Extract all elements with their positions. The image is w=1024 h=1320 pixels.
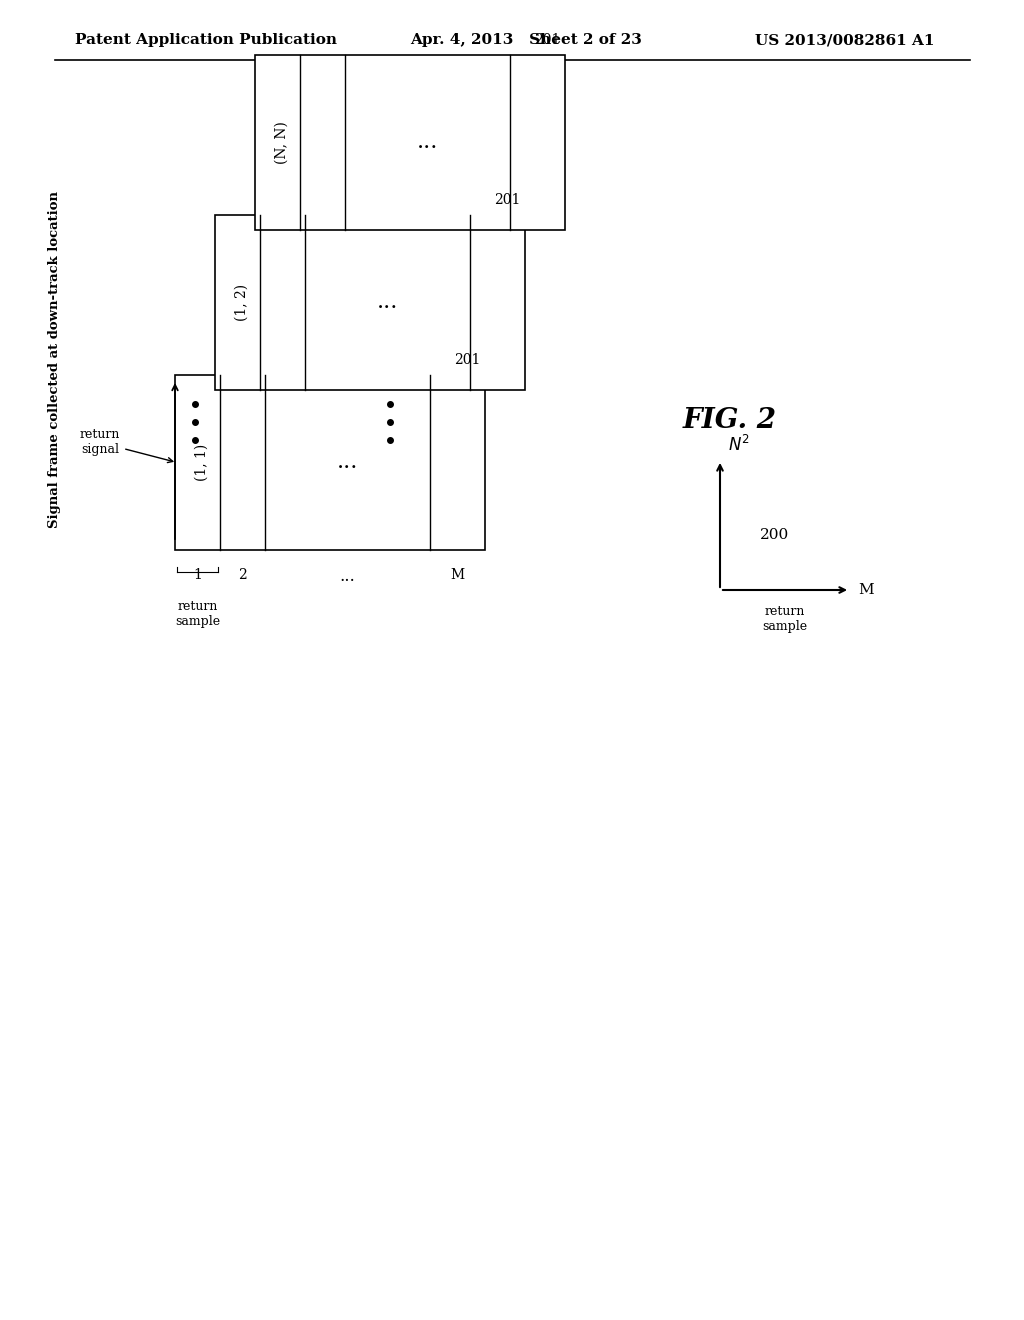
Text: ...: ... [340,568,355,585]
Text: US 2013/0082861 A1: US 2013/0082861 A1 [755,33,935,48]
Text: $N^2$: $N^2$ [728,434,750,455]
Bar [255,55,565,230]
Text: M: M [451,568,465,582]
Text: 201: 201 [494,193,520,207]
Text: return
sample: return sample [763,605,808,634]
Text: M: M [858,583,873,597]
Bar [175,375,485,550]
Text: (1, 2): (1, 2) [234,284,249,321]
Text: FIG. 2: FIG. 2 [683,407,777,433]
Text: Patent Application Publication: Patent Application Publication [75,33,337,48]
Text: ...: ... [337,451,358,474]
Text: Apr. 4, 2013   Sheet 2 of 23: Apr. 4, 2013 Sheet 2 of 23 [410,33,642,48]
Bar [215,215,525,389]
Text: 200: 200 [761,528,790,543]
Text: 201: 201 [454,352,480,367]
Text: (N, N): (N, N) [274,121,289,164]
Text: ...: ... [377,292,398,314]
Text: 1: 1 [194,568,202,582]
Text: 201: 201 [534,33,560,48]
Text: 2: 2 [239,568,247,582]
Text: return
sample: return sample [175,601,220,628]
Text: (1, 1): (1, 1) [195,444,209,480]
Text: return
signal: return signal [80,429,173,462]
Text: ...: ... [417,132,438,153]
Text: Signal frame collected at down-track location: Signal frame collected at down-track loc… [48,191,61,528]
